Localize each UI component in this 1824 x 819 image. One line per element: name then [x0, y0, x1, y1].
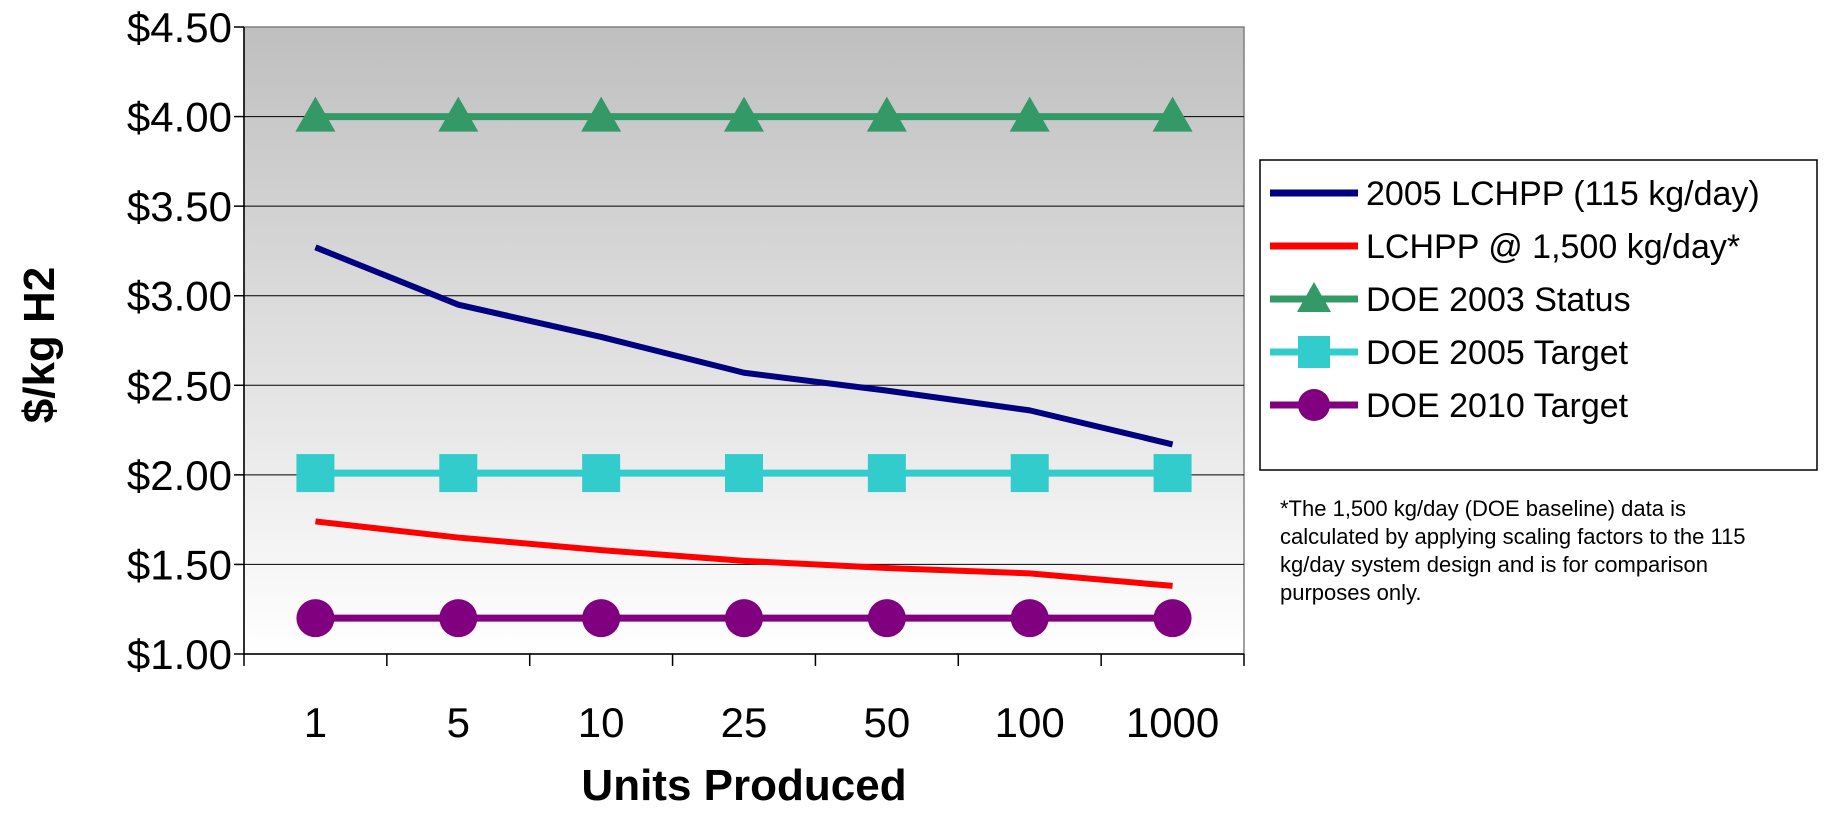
series-line-0 [314, 244, 1174, 448]
series-3-point [867, 454, 906, 493]
legend-marker-3 [1298, 336, 1330, 368]
x-tick-label: 5 [447, 699, 470, 746]
x-tick-label: 25 [721, 699, 768, 746]
legend-marker-4 [1298, 389, 1330, 421]
series-4-point [439, 599, 478, 638]
legend-marker-2 [1297, 282, 1331, 312]
series-3-point [582, 454, 621, 493]
y-tick-label: $2.00 [127, 452, 232, 499]
y-axis-title: $/kg H2 [15, 267, 64, 424]
x-tick-label: 100 [995, 699, 1065, 746]
series-2-point [1152, 96, 1193, 132]
legend-box [1259, 159, 1818, 471]
series-2-point [724, 96, 764, 132]
series-3-point [439, 454, 478, 493]
series-2-point [295, 96, 336, 132]
legend-label-4: DOE 2010 Target [1366, 387, 1629, 425]
footnote: *The 1,500 kg/day (DOE baseline) data is… [1280, 496, 1746, 605]
series-3-point [1010, 454, 1049, 493]
x-tick-label: 50 [863, 699, 910, 746]
legend-label-0: 2005 LCHPP (115 kg/day) [1366, 175, 1760, 213]
y-tick-label: $4.50 [127, 4, 232, 51]
series-line-1 [315, 518, 1173, 589]
series-4-point [1010, 599, 1049, 638]
x-tick-label: 1 [304, 699, 327, 746]
series-4-point [1153, 599, 1192, 638]
series-2-point [581, 96, 622, 132]
series-3-point [1153, 454, 1192, 493]
series-4-point [867, 599, 906, 638]
y-tick-label: $3.50 [127, 183, 232, 230]
series-4-point [296, 599, 335, 638]
legend-label-3: DOE 2005 Target [1366, 334, 1629, 372]
x-axis-title: Units Produced [581, 761, 906, 810]
legend-label-1: LCHPP @ 1,500 kg/day* [1366, 228, 1740, 266]
series-3-point [725, 454, 763, 493]
series-4-point [725, 599, 763, 638]
y-tick-label: $3.00 [127, 273, 232, 320]
x-tick-label: 10 [578, 699, 625, 746]
series-2-point [866, 96, 907, 132]
legend-label-2: DOE 2003 Status [1366, 281, 1631, 319]
legend: 2005 LCHPP (115 kg/day) LCHPP @ 1,500 kg/… [1259, 159, 1818, 471]
y-tick-label: $2.50 [127, 362, 232, 409]
y-tick-label: $1.50 [127, 541, 232, 588]
x-tick-label: 1000 [1126, 699, 1219, 746]
y-tick-label: $1.00 [127, 631, 232, 678]
series-2-point [438, 96, 479, 132]
series-4-point [582, 599, 621, 638]
y-tick-label: $4.00 [127, 94, 232, 141]
series-3-point [296, 454, 335, 493]
series-2-point [1009, 96, 1050, 132]
